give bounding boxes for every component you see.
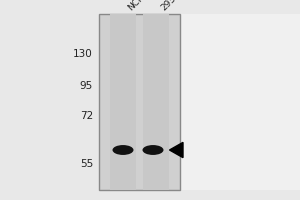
- Text: 130: 130: [73, 49, 93, 59]
- Text: 293: 293: [159, 0, 178, 12]
- Polygon shape: [169, 142, 183, 158]
- Text: 72: 72: [80, 111, 93, 121]
- FancyBboxPatch shape: [143, 14, 169, 190]
- Text: 55: 55: [80, 159, 93, 169]
- Ellipse shape: [112, 145, 134, 155]
- FancyBboxPatch shape: [99, 14, 180, 190]
- Text: 95: 95: [80, 81, 93, 91]
- FancyBboxPatch shape: [110, 14, 136, 190]
- Ellipse shape: [142, 145, 164, 155]
- FancyBboxPatch shape: [180, 14, 300, 190]
- Text: NCI-H460: NCI-H460: [126, 0, 163, 12]
